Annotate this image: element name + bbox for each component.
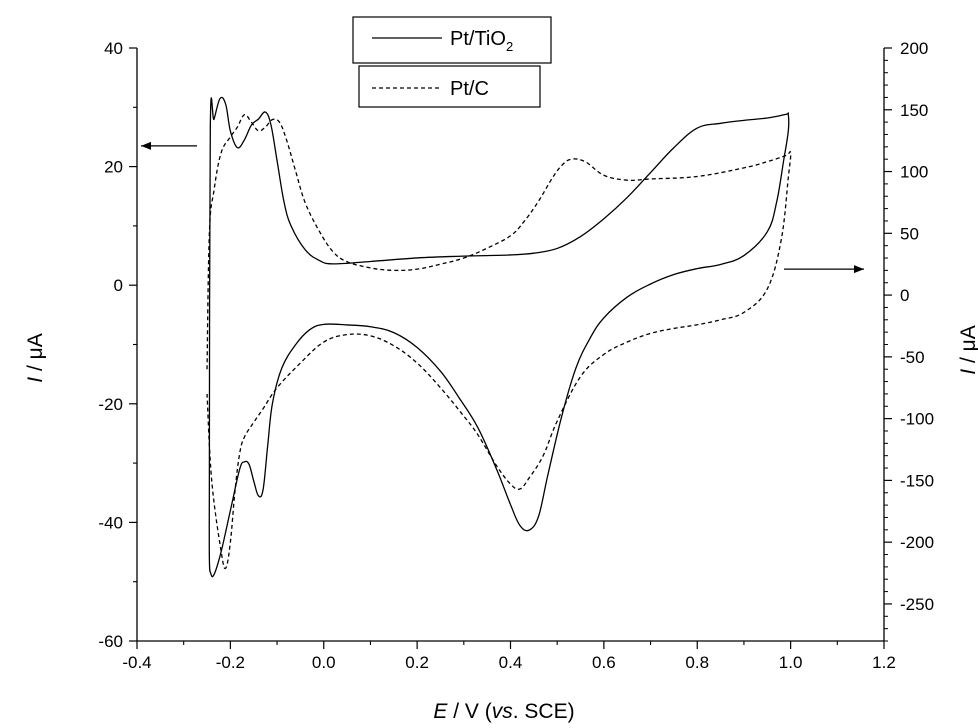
x-tick-label: 0.0 [312, 653, 336, 672]
y-right-tick-label: -200 [900, 533, 934, 552]
y-left-tick-label: -60 [98, 632, 123, 651]
right-y-axis-title: I / μA [957, 325, 978, 374]
right-axis-arrow [784, 265, 864, 274]
x-tick-label: -0.4 [122, 653, 151, 672]
left-axis-arrow [141, 141, 197, 150]
right-y-axis: -250 -200 -150 -100 -50 0 50 100 150 200 [883, 39, 934, 642]
y-left-tick-label: -20 [98, 395, 123, 414]
y-right-tick-label: 200 [900, 39, 928, 58]
x-tick-label: 0.4 [499, 653, 523, 672]
x-tick-label: 1.0 [779, 653, 803, 672]
y-left-tick-label: 40 [104, 39, 123, 58]
x-tick-label: -0.2 [216, 653, 245, 672]
x-tick-label: 0.6 [592, 653, 616, 672]
legend-box-1 [352, 16, 552, 64]
y-right-tick-label: -50 [900, 348, 925, 367]
y-right-tick-label: -100 [900, 410, 934, 429]
x-tick-label: 0.2 [405, 653, 429, 672]
y-right-tick-label: -250 [900, 595, 934, 614]
legend-entry-pt-tio2: Pt/TiO2 [352, 16, 552, 64]
axis-arrows [141, 141, 864, 274]
left-y-axis: -60 -40 -20 0 20 40 [98, 39, 138, 651]
series-layer [206, 96, 792, 578]
series-line-pt-tio2 [208, 96, 790, 578]
legend-label-pt-c: Pt/C [450, 78, 489, 100]
x-axis-title: E / V (vs. SCE) [433, 700, 574, 723]
legend-entry-pt-c: Pt/C [358, 65, 541, 108]
x-axis: -0.4 -0.2 0.0 0.2 0.4 0.6 0.8 1.0 1.2 [122, 640, 896, 672]
y-left-tick-label: 0 [114, 276, 123, 295]
y-right-tick-label: -150 [900, 471, 934, 490]
series-line-pt-c [206, 114, 792, 570]
legend-box-2 [358, 65, 541, 108]
y-left-tick-label: 20 [104, 158, 123, 177]
y-left-tick-label: -40 [98, 513, 123, 532]
x-tick-label: 0.8 [685, 653, 709, 672]
x-tick-label: 1.2 [872, 653, 896, 672]
y-right-tick-label: 0 [900, 286, 909, 305]
y-right-tick-label: 50 [900, 224, 919, 243]
y-right-tick-label: 100 [900, 163, 928, 182]
y-right-tick-label: 150 [900, 101, 928, 120]
legend-label-pt-tio2: Pt/TiO2 [450, 28, 513, 54]
left-y-axis-title: I / μA [24, 333, 47, 382]
